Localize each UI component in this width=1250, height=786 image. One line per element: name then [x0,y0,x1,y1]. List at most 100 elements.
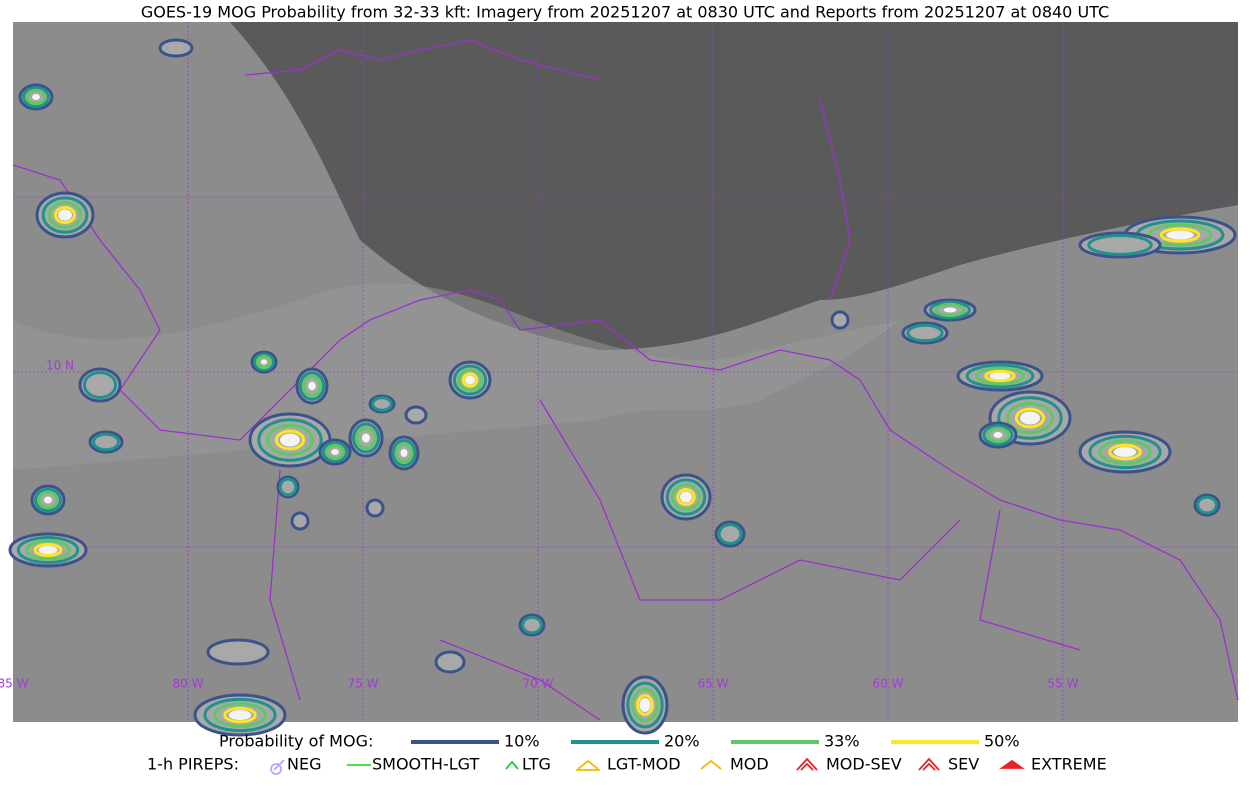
coastline [244,39,601,81]
mog-contour [253,352,275,372]
mog-contour [1159,227,1201,243]
mog-contour [92,432,120,452]
mog-contour [257,418,323,462]
cloud-top [1113,447,1137,457]
mog-contour [158,38,194,58]
mog-contour [325,443,345,461]
mog-contour [255,354,273,370]
cloud-top [639,698,651,712]
dark-region [230,22,1238,350]
cloud-top [400,449,408,457]
mog-contour [47,201,83,229]
mog-contour [274,429,306,451]
mog-contour [37,490,59,510]
mog-contour [41,196,89,234]
cloud-top [943,307,957,313]
pirep-legend-label: LTG [522,755,551,774]
mog-contour [521,615,543,635]
mog-contour [298,371,326,401]
mog-contour [906,323,944,343]
lon-label: 80 W [173,677,204,691]
mog-contour [1088,434,1162,470]
cloud-top [465,375,475,385]
mog-contour [33,543,63,557]
mog-contour [16,536,80,564]
mog-contour [1196,495,1218,515]
lon-label: 70 W [523,677,554,691]
mog-contour [626,681,664,729]
pirep-symbol [505,760,519,770]
pirep-legend-label: LGT-MOD [607,755,681,774]
mog-contour [302,374,322,398]
mog-contour [929,300,971,320]
cloud-top [680,491,692,503]
mog-contour [1108,443,1142,461]
mog-contour [665,478,707,516]
lon-label: 60 W [873,677,904,691]
mog-contour [371,396,393,412]
pirep-symbol [999,759,1025,769]
mog-contour [352,422,380,454]
pirep-legend-label: EXTREME [1031,755,1107,774]
mog-contour [394,442,414,464]
mog-contour [631,687,659,723]
island-arc [819,99,851,301]
mog-contour [452,364,488,396]
mog-contour [982,424,1014,446]
mog-contour [974,366,1026,386]
cloud-top [58,209,72,221]
mog-contour [830,310,850,330]
pirep-legend-label: MOD [730,755,769,774]
mog-contour [365,498,385,518]
pirep-legend-label: NEG [287,755,321,774]
mog-contour [461,372,479,388]
mog-contour [1098,439,1152,465]
mog-contour [671,483,701,511]
mog-legend-label: 33% [824,732,860,751]
pirep-symbol [700,759,722,770]
lat-label: 10 N [46,359,74,373]
lon-label: 85 W [0,677,29,691]
lon-label: 55 W [1048,677,1079,691]
mog-contour [457,368,483,392]
cloud-top [228,710,252,720]
mog-contour [206,638,270,666]
mog-contour [934,302,966,318]
mog-contour [321,441,349,463]
mog-contour [278,477,298,497]
mog-contour [1147,223,1213,247]
cloud-top [308,381,316,391]
mog-contour [34,487,62,513]
cloud-top [38,546,58,554]
map: 85 W 80 W 75 W 70 W 65 W 60 W 55 W 10 N [0,22,1239,737]
mog-legend-label: 10% [504,732,540,751]
mog-legend-label: 20% [664,732,700,751]
mog-contour [82,371,118,399]
lon-label: 65 W [698,677,729,691]
coastline [12,164,1239,701]
mog-contour [717,523,743,545]
mog-legend-label: 50% [984,732,1020,751]
mog-contour [986,426,1010,444]
mog-contour [676,488,696,506]
mog-contour [355,426,377,450]
pirep-symbol [270,759,285,775]
mog-contour [213,702,267,728]
pirep-symbol [796,757,818,771]
mog-contour [290,511,310,531]
cloud-top [44,496,52,504]
legend: Probability of MOG: 10% 20% 33% 50% 1-h PIREP… [147,732,1107,775]
pirep-symbol [576,759,600,771]
mog-contour [53,206,77,224]
mog-contour [434,650,466,674]
pirep-legend-label: SEV [948,755,979,774]
mog-contour [1014,407,1046,429]
pirep-legend-title: 1-h PIREPS: [147,755,239,774]
mog-contour [1006,401,1054,435]
mog-contour [266,423,314,457]
cloud-top [331,449,339,455]
mog-contour [1087,234,1153,256]
mog-contour [404,405,428,425]
cloud-top [362,433,370,443]
